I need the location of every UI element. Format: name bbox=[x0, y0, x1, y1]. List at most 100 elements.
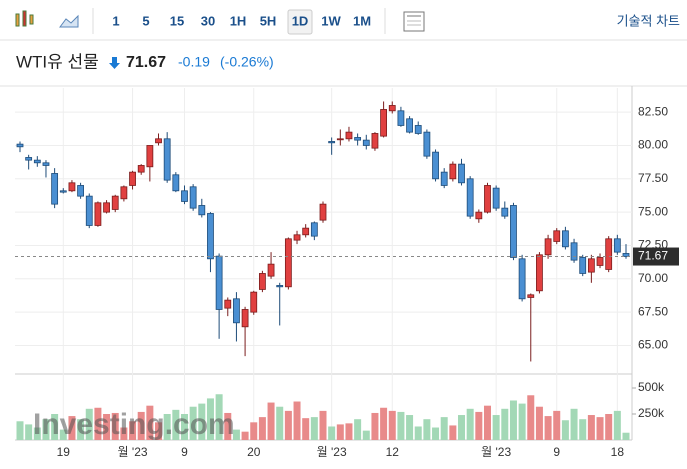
volume-bar bbox=[267, 402, 275, 440]
volume-bar bbox=[310, 417, 318, 440]
candle-body bbox=[59, 190, 67, 193]
area-icon[interactable] bbox=[59, 14, 79, 28]
volume-bar bbox=[397, 411, 405, 440]
volume-bar bbox=[440, 417, 448, 440]
volume-bar bbox=[371, 412, 379, 440]
candle-body bbox=[233, 298, 240, 324]
volume-bar bbox=[224, 412, 232, 440]
interval-button[interactable]: 1M bbox=[353, 13, 371, 28]
volume-bar bbox=[362, 430, 370, 440]
volume-bar bbox=[16, 421, 24, 440]
volume-bar bbox=[449, 425, 457, 440]
interval-button[interactable]: 5 bbox=[142, 13, 149, 28]
interval-button[interactable]: 30 bbox=[201, 13, 215, 28]
volume-bar bbox=[544, 416, 552, 440]
candle-body bbox=[622, 253, 630, 257]
candle-body bbox=[484, 185, 491, 213]
volume-bar bbox=[596, 417, 604, 440]
y-tick-label: 75.00 bbox=[638, 204, 668, 218]
volume-bar bbox=[406, 415, 414, 440]
volume-bar bbox=[284, 410, 292, 440]
candle-icon[interactable] bbox=[15, 10, 34, 27]
candle-body bbox=[172, 174, 180, 192]
interval-button[interactable]: 1 bbox=[112, 13, 119, 28]
candle-body bbox=[16, 143, 24, 148]
volume-bar bbox=[492, 415, 500, 440]
candle-body bbox=[475, 211, 483, 220]
last-price-label: 71.67 bbox=[638, 249, 668, 263]
interval-button[interactable]: 1D bbox=[292, 13, 309, 28]
volume-bar bbox=[354, 419, 362, 440]
technical-chart-link[interactable]: 기술적 차트 bbox=[617, 13, 680, 28]
volume-bar bbox=[319, 410, 327, 440]
volume-bar bbox=[535, 406, 543, 440]
candle-body bbox=[570, 242, 578, 261]
candle-body bbox=[406, 118, 413, 133]
volume-bar bbox=[198, 403, 206, 440]
volume-bar bbox=[518, 403, 526, 440]
volume-bar bbox=[527, 395, 535, 440]
candle-body bbox=[111, 195, 119, 210]
volume-bar bbox=[189, 406, 197, 440]
volume-bar bbox=[120, 427, 128, 440]
volume-bar bbox=[85, 408, 93, 440]
candle-body bbox=[293, 234, 301, 241]
volume-bar bbox=[509, 400, 517, 440]
candle-body bbox=[276, 285, 284, 288]
candle-body bbox=[319, 203, 327, 221]
x-tick-label: 월 '23 bbox=[317, 445, 347, 459]
down-arrow bbox=[109, 57, 120, 69]
volume-bar bbox=[33, 427, 41, 440]
candle-body bbox=[267, 263, 275, 277]
volume-bar bbox=[613, 410, 621, 440]
candle-body bbox=[241, 309, 249, 328]
candle-body bbox=[85, 195, 93, 226]
candle-body bbox=[77, 185, 84, 197]
x-tick-label: 월 '23 bbox=[118, 445, 148, 459]
volume-bar bbox=[388, 410, 396, 440]
interval-button[interactable]: 5H bbox=[260, 13, 277, 28]
candle-body bbox=[466, 178, 474, 217]
candle-body bbox=[579, 257, 587, 274]
candle-body bbox=[51, 173, 59, 205]
price-change-percent: (-0.26%) bbox=[220, 54, 274, 70]
candle-body bbox=[414, 125, 422, 134]
candle-body bbox=[103, 202, 110, 213]
candle-body bbox=[501, 207, 509, 217]
candle-body bbox=[458, 163, 465, 184]
candle-body bbox=[596, 257, 604, 266]
candle-body bbox=[33, 159, 41, 164]
last-price-box bbox=[633, 247, 679, 266]
candle-body bbox=[432, 151, 439, 180]
candle-body bbox=[198, 205, 206, 216]
interval-button[interactable]: 1W bbox=[321, 13, 341, 28]
interval-button[interactable]: 15 bbox=[170, 13, 184, 28]
candle-body bbox=[492, 187, 500, 209]
candle-body bbox=[423, 131, 431, 157]
y-tick-label: 80.00 bbox=[638, 138, 668, 152]
interval-button[interactable]: 1H bbox=[230, 13, 247, 28]
volume-bar bbox=[328, 426, 336, 440]
volume-bar bbox=[129, 421, 137, 440]
volume-bar bbox=[180, 414, 188, 440]
candle-body bbox=[137, 165, 145, 173]
volume-tick-label: 500k bbox=[638, 380, 665, 394]
volume-bar bbox=[475, 411, 483, 440]
volume-bar bbox=[163, 414, 171, 440]
candle-body bbox=[388, 105, 396, 112]
price: 71.67 bbox=[126, 54, 166, 71]
volume-bar bbox=[42, 419, 50, 440]
active-interval-box bbox=[287, 9, 313, 35]
candle-body bbox=[605, 238, 613, 270]
candle-body bbox=[397, 110, 405, 126]
candle-body bbox=[129, 171, 136, 186]
volume-bar bbox=[345, 423, 353, 440]
candle-body bbox=[189, 186, 197, 209]
candle-body bbox=[536, 254, 543, 292]
volume-bar bbox=[146, 405, 154, 440]
candle-body bbox=[510, 205, 517, 258]
candle-body bbox=[613, 238, 621, 253]
volume-bar bbox=[605, 414, 613, 440]
volume-bar bbox=[172, 409, 180, 440]
indicator-icon[interactable] bbox=[403, 11, 425, 32]
